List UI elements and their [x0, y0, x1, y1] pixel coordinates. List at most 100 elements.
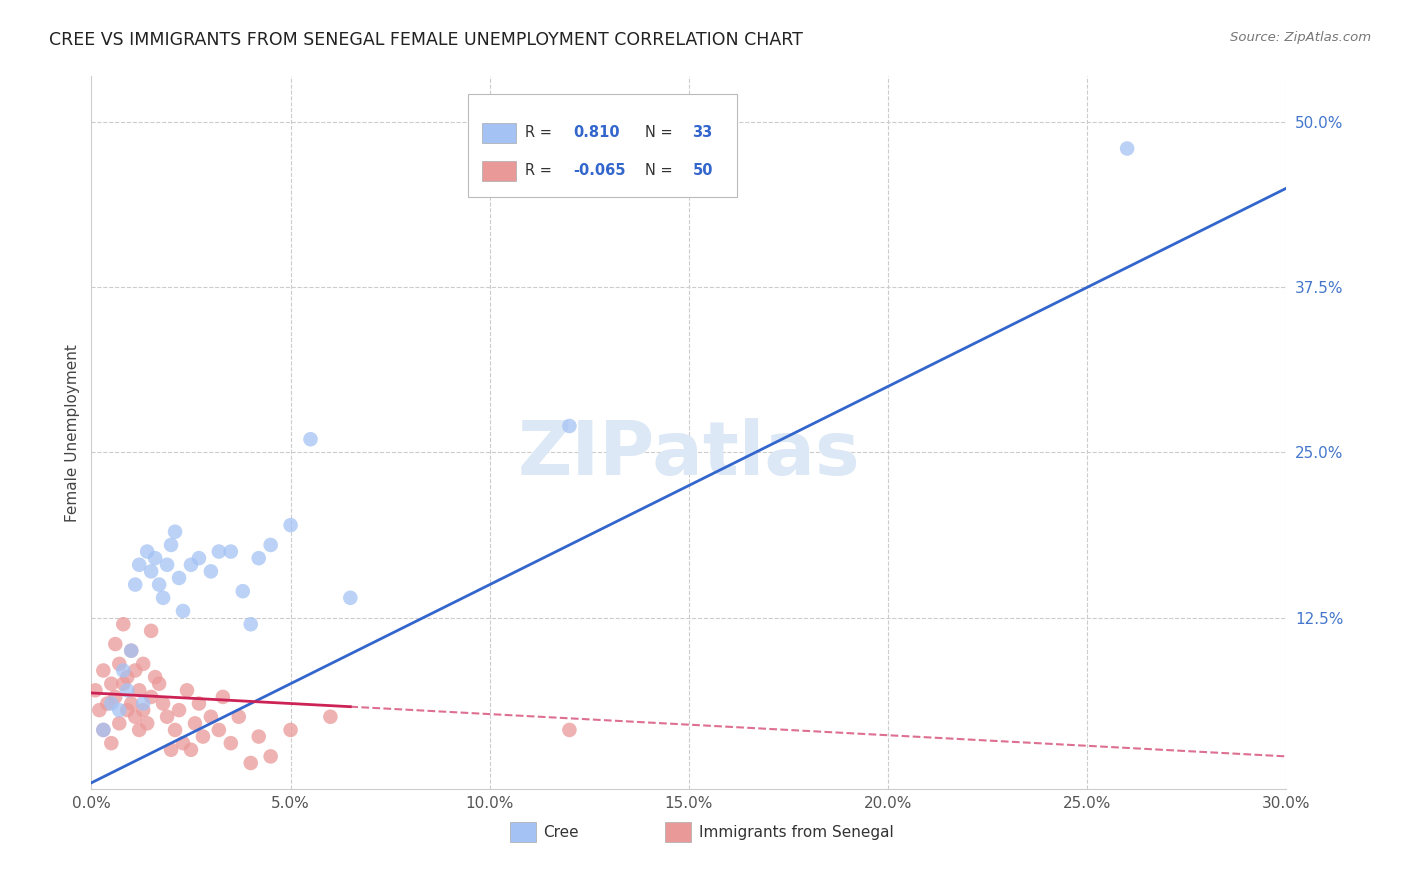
Point: [228, 710, 250, 724]
Point: [112, 676, 135, 690]
Point: [160, 743, 183, 757]
Point: [259, 749, 281, 764]
Point: [128, 723, 150, 737]
Point: [120, 697, 142, 711]
Bar: [665, 822, 692, 842]
Point: [124, 664, 146, 678]
Point: [112, 617, 135, 632]
Point: [156, 558, 179, 572]
Point: [239, 756, 262, 770]
Point: [115, 703, 138, 717]
Text: ZIPatlas: ZIPatlas: [517, 417, 860, 491]
Point: [124, 577, 146, 591]
Point: [156, 710, 179, 724]
Point: [128, 683, 150, 698]
Point: [93, 723, 115, 737]
Point: [143, 551, 166, 566]
FancyBboxPatch shape: [468, 94, 737, 197]
Point: [108, 657, 131, 671]
Point: [148, 577, 170, 591]
Point: [208, 544, 231, 558]
Point: [124, 710, 146, 724]
Point: [188, 551, 211, 566]
Point: [219, 736, 242, 750]
Point: [299, 432, 322, 446]
Point: [100, 676, 122, 690]
Text: 0.810: 0.810: [574, 126, 620, 140]
Text: Source: ZipAtlas.com: Source: ZipAtlas.com: [1230, 31, 1371, 45]
Point: [160, 538, 183, 552]
Point: [93, 664, 115, 678]
Point: [247, 551, 270, 566]
Point: [104, 637, 127, 651]
Point: [280, 723, 302, 737]
Point: [172, 604, 194, 618]
Point: [93, 723, 115, 737]
Point: [200, 710, 222, 724]
Point: [128, 558, 150, 572]
Point: [108, 703, 131, 717]
Point: [180, 558, 202, 572]
Text: CREE VS IMMIGRANTS FROM SENEGAL FEMALE UNEMPLOYMENT CORRELATION CHART: CREE VS IMMIGRANTS FROM SENEGAL FEMALE U…: [49, 31, 803, 49]
Point: [120, 643, 142, 657]
Text: Cree: Cree: [543, 825, 579, 839]
Point: [120, 643, 142, 657]
Point: [167, 571, 190, 585]
Point: [152, 591, 174, 605]
Point: [136, 716, 159, 731]
Point: [167, 703, 190, 717]
Point: [558, 723, 581, 737]
Point: [339, 591, 361, 605]
Point: [132, 657, 155, 671]
Point: [136, 544, 159, 558]
Text: R =: R =: [526, 163, 557, 178]
Point: [143, 670, 166, 684]
Point: [1116, 141, 1139, 155]
Point: [219, 544, 242, 558]
Point: [200, 565, 222, 579]
Text: Immigrants from Senegal: Immigrants from Senegal: [699, 825, 893, 839]
Point: [100, 736, 122, 750]
Point: [259, 538, 281, 552]
Point: [176, 683, 198, 698]
Point: [148, 676, 170, 690]
Point: [132, 703, 155, 717]
Point: [184, 716, 207, 731]
Text: 33: 33: [693, 126, 713, 140]
Y-axis label: Female Unemployment: Female Unemployment: [65, 343, 80, 522]
Text: N =: N =: [645, 126, 676, 140]
Point: [558, 419, 581, 434]
Point: [141, 690, 162, 704]
Point: [208, 723, 231, 737]
Point: [115, 670, 138, 684]
Point: [89, 703, 111, 717]
Point: [141, 565, 162, 579]
Point: [247, 730, 270, 744]
Bar: [482, 123, 516, 143]
Point: [239, 617, 262, 632]
Point: [96, 697, 118, 711]
Point: [108, 716, 131, 731]
Point: [84, 683, 107, 698]
Point: [180, 743, 202, 757]
Point: [280, 518, 302, 533]
Text: N =: N =: [645, 163, 676, 178]
Bar: [509, 822, 536, 842]
Point: [172, 736, 194, 750]
Point: [232, 584, 254, 599]
Point: [319, 710, 342, 724]
Point: [211, 690, 233, 704]
Point: [100, 697, 122, 711]
Point: [132, 697, 155, 711]
Point: [163, 524, 186, 539]
Point: [191, 730, 214, 744]
Point: [163, 723, 186, 737]
Point: [115, 683, 138, 698]
Point: [141, 624, 162, 638]
Point: [104, 690, 127, 704]
Bar: [482, 161, 516, 181]
Point: [152, 697, 174, 711]
Point: [112, 664, 135, 678]
Text: R =: R =: [526, 126, 557, 140]
Point: [188, 697, 211, 711]
